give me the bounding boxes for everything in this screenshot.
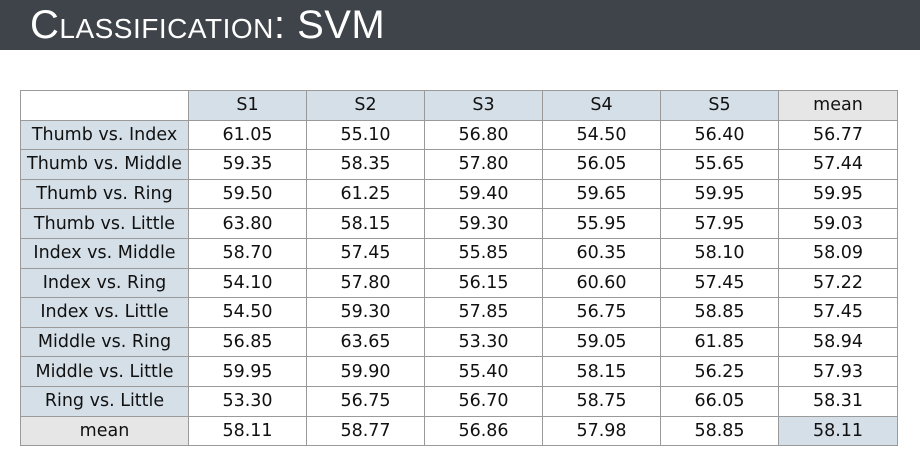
table-cell: 59.65: [542, 178, 661, 210]
table-cell: 61.85: [660, 326, 779, 358]
table-cell: 59.03: [778, 208, 898, 239]
row-label: Ring vs. Little: [20, 385, 189, 417]
table-cell: 57.44: [778, 149, 898, 180]
table-cell: 54.10: [188, 267, 307, 299]
table-cell: 59.30: [306, 297, 425, 328]
mean-cell: 57.98: [542, 415, 661, 447]
table-cell: 58.75: [542, 385, 661, 417]
table-cell: 63.65: [306, 326, 425, 358]
table-cell: 58.09: [778, 237, 898, 269]
table-cell: 61.25: [306, 178, 425, 210]
table-row: Ring vs. Little 53.30 56.75 56.70 58.75 …: [20, 385, 898, 417]
table-cell: 59.95: [778, 178, 898, 210]
table-cell: 57.93: [778, 356, 898, 387]
table-cell: 59.95: [660, 178, 779, 210]
table-cell: 57.85: [424, 297, 543, 328]
table-cell: 57.45: [306, 237, 425, 269]
table-cell: 57.45: [660, 267, 779, 299]
mean-cell: 56.86: [424, 415, 543, 447]
table-cell: 56.80: [424, 119, 543, 151]
column-header-s1: S1: [188, 90, 307, 121]
table-cell: 57.45: [778, 297, 898, 328]
table-cell: 56.75: [542, 297, 661, 328]
table-cell: 55.40: [424, 356, 543, 387]
table-cell: 56.40: [660, 119, 779, 151]
table-cell: 55.85: [424, 237, 543, 269]
row-label: Thumb vs. Ring: [20, 178, 189, 210]
table-cell: 55.10: [306, 119, 425, 151]
table-cell: 53.30: [424, 326, 543, 358]
column-header-s3: S3: [424, 90, 543, 121]
row-label: Thumb vs. Little: [20, 208, 189, 239]
table-cell: 55.95: [542, 208, 661, 239]
column-header-s4: S4: [542, 90, 661, 121]
mean-cell: 58.77: [306, 415, 425, 447]
table-cell: 58.15: [542, 356, 661, 387]
table-cell: 53.30: [188, 385, 307, 417]
table-cell: 58.10: [660, 237, 779, 269]
table-row: Thumb vs. Index 61.05 55.10 56.80 54.50 …: [20, 119, 898, 151]
table-row: Middle vs. Ring 56.85 63.65 53.30 59.05 …: [20, 326, 898, 358]
table-cell: 59.50: [188, 178, 307, 210]
table-cell: 57.22: [778, 267, 898, 299]
row-label: Middle vs. Ring: [20, 326, 189, 358]
title-bar: Classification: SVM: [0, 0, 920, 50]
row-label: Middle vs. Little: [20, 356, 189, 387]
header-row: S1 S2 S3 S4 S5 mean: [20, 90, 898, 121]
mean-cell: 58.85: [660, 415, 779, 447]
table-row: Middle vs. Little 59.95 59.90 55.40 58.1…: [20, 356, 898, 387]
table-cell: 59.35: [188, 149, 307, 180]
row-label: Thumb vs. Index: [20, 119, 189, 151]
table-cell: 59.95: [188, 356, 307, 387]
table-cell: 66.05: [660, 385, 779, 417]
table-cell: 56.25: [660, 356, 779, 387]
table-row: Index vs. Little 54.50 59.30 57.85 56.75…: [20, 297, 898, 328]
table-cell: 59.40: [424, 178, 543, 210]
overall-mean-cell: 58.11: [778, 415, 898, 447]
table-cell: 56.85: [188, 326, 307, 358]
table-row: Index vs. Ring 54.10 57.80 56.15 60.60 5…: [20, 267, 898, 299]
table-cell: 56.70: [424, 385, 543, 417]
table-cell: 57.80: [306, 267, 425, 299]
table-cell: 56.77: [778, 119, 898, 151]
mean-cell: 58.11: [188, 415, 307, 447]
table-cell: 59.90: [306, 356, 425, 387]
table-cell: 60.35: [542, 237, 661, 269]
row-label-mean: mean: [20, 415, 189, 447]
table-cell: 59.05: [542, 326, 661, 358]
table-cell: 56.05: [542, 149, 661, 180]
table-cell: 57.95: [660, 208, 779, 239]
row-label: Thumb vs. Middle: [20, 149, 189, 180]
row-label: Index vs. Little: [20, 297, 189, 328]
results-table: S1 S2 S3 S4 S5 mean Thumb vs. Index 61.0…: [20, 90, 898, 447]
table-cell: 54.50: [188, 297, 307, 328]
table-row: Thumb vs. Middle 59.35 58.35 57.80 56.05…: [20, 149, 898, 180]
corner-cell: [20, 90, 189, 121]
table-cell: 61.05: [188, 119, 307, 151]
row-label: Index vs. Ring: [20, 267, 189, 299]
table-cell: 55.65: [660, 149, 779, 180]
slide-title: Classification: SVM: [30, 3, 386, 47]
table-cell: 58.35: [306, 149, 425, 180]
table-row: Thumb vs. Ring 59.50 61.25 59.40 59.65 5…: [20, 178, 898, 210]
table-cell: 58.85: [660, 297, 779, 328]
table-row: Thumb vs. Little 63.80 58.15 59.30 55.95…: [20, 208, 898, 239]
table-cell: 57.80: [424, 149, 543, 180]
table-cell: 56.75: [306, 385, 425, 417]
column-header-mean: mean: [778, 90, 898, 121]
table-cell: 58.15: [306, 208, 425, 239]
column-header-s5: S5: [660, 90, 779, 121]
table-row: Index vs. Middle 58.70 57.45 55.85 60.35…: [20, 237, 898, 269]
table-cell: 60.60: [542, 267, 661, 299]
column-header-s2: S2: [306, 90, 425, 121]
mean-row: mean 58.11 58.77 56.86 57.98 58.85 58.11: [20, 415, 898, 447]
table-cell: 58.31: [778, 385, 898, 417]
table-cell: 58.94: [778, 326, 898, 358]
table-cell: 59.30: [424, 208, 543, 239]
table-cell: 58.70: [188, 237, 307, 269]
table-cell: 56.15: [424, 267, 543, 299]
table-cell: 54.50: [542, 119, 661, 151]
table-cell: 63.80: [188, 208, 307, 239]
row-label: Index vs. Middle: [20, 237, 189, 269]
